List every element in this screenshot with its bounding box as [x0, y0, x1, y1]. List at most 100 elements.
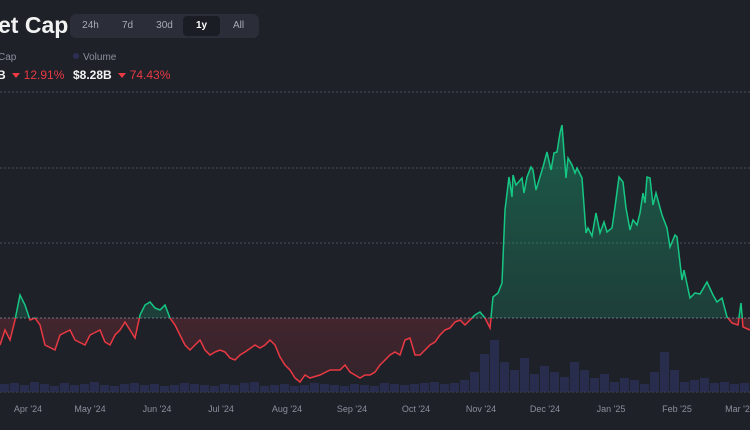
volume-bar — [240, 383, 249, 392]
volume-bar — [310, 383, 319, 392]
volume-bar — [470, 372, 479, 392]
volume-value: $8.28B 74.43% — [73, 68, 170, 82]
volume-bar — [650, 372, 659, 392]
tab-24h[interactable]: 24h — [82, 20, 99, 31]
volume-bar — [250, 382, 259, 392]
volume-bar — [40, 384, 49, 392]
volume-bar — [140, 385, 149, 392]
x-tick-label: Jan '25 — [597, 404, 626, 414]
volume-bar — [640, 384, 649, 392]
volume-bar — [110, 386, 119, 392]
volume-bar — [540, 366, 549, 392]
volume-bar — [360, 385, 369, 392]
volume-bar — [500, 362, 509, 392]
area-above-baseline — [0, 125, 750, 318]
volume-bar — [400, 385, 409, 392]
x-tick-label: Mar '25 — [725, 404, 750, 414]
x-tick-label: Apr '24 — [14, 404, 42, 414]
volume-bar — [570, 362, 579, 392]
x-tick-label: Dec '24 — [530, 404, 560, 414]
volume-bar — [740, 383, 749, 392]
volume-bar — [630, 380, 639, 392]
volume-bar — [530, 374, 539, 392]
volume-bar — [600, 374, 609, 392]
legend-market-cap[interactable]: Cap — [0, 52, 17, 63]
x-tick-label: May '24 — [74, 404, 105, 414]
volume-bar — [710, 383, 719, 392]
volume-bar — [350, 384, 359, 392]
volume-bar — [230, 385, 239, 392]
volume-bar — [50, 386, 59, 392]
volume-bar — [720, 382, 729, 392]
x-tick-label: Feb '25 — [662, 404, 692, 414]
market-cap-change: 12.91% — [12, 68, 65, 82]
page-title: et Cap — [0, 12, 69, 38]
market-cap-value: B 12.91% — [0, 68, 64, 82]
x-tick-label: Jun '24 — [143, 404, 172, 414]
x-tick-label: Oct '24 — [402, 404, 430, 414]
tab-30d[interactable]: 30d — [156, 20, 173, 31]
volume-bar — [670, 370, 679, 392]
volume-bar — [150, 384, 159, 392]
volume-bar — [320, 384, 329, 392]
tab-1y[interactable]: 1y — [183, 16, 220, 36]
volume-bar — [100, 385, 109, 392]
volume-amount: $8.28B — [73, 68, 112, 82]
volume-bar — [440, 384, 449, 392]
volume-bar — [550, 372, 559, 392]
x-tick-label: Sep '24 — [337, 404, 367, 414]
volume-bar — [680, 382, 689, 392]
volume-bar — [610, 382, 619, 392]
market-cap-amount: B — [0, 68, 6, 82]
x-tick-label: Aug '24 — [272, 404, 302, 414]
volume-bar — [20, 385, 29, 392]
volume-bar — [120, 384, 129, 392]
volume-bar — [390, 384, 399, 392]
volume-bar — [420, 383, 429, 392]
volume-bar — [370, 386, 379, 392]
volume-bar — [330, 385, 339, 392]
volume-bar — [380, 383, 389, 392]
volume-bar — [160, 386, 169, 392]
volume-bar — [10, 383, 19, 392]
volume-bar — [0, 384, 9, 392]
x-tick-label: Nov '24 — [466, 404, 496, 414]
tab-all[interactable]: All — [232, 20, 245, 31]
volume-bar — [280, 384, 289, 392]
volume-bar — [430, 382, 439, 392]
volume-bar — [90, 382, 99, 392]
volume-bar — [410, 384, 419, 392]
volume-bar — [690, 380, 699, 392]
volume-bar — [620, 378, 629, 392]
legend-volume[interactable]: Volume — [73, 52, 116, 63]
volume-bar — [590, 378, 599, 392]
volume-bar — [290, 386, 299, 392]
area-below-baseline — [0, 318, 750, 382]
volume-bar — [210, 386, 219, 392]
volume-bar — [560, 377, 569, 392]
volume-bar — [460, 380, 469, 392]
volume-bar — [200, 385, 209, 392]
volume-bar — [60, 383, 69, 392]
legend-volume-label: Volume — [83, 52, 117, 63]
line-above-baseline — [14, 124, 744, 318]
tab-7d[interactable]: 7d — [121, 20, 134, 31]
volume-change: 74.43% — [118, 68, 171, 82]
volume-bar — [520, 358, 529, 392]
volume-bar — [660, 352, 669, 392]
volume-bar — [130, 383, 139, 392]
x-tick-label: Jul '24 — [208, 404, 234, 414]
volume-bar — [180, 383, 189, 392]
volume-bar — [480, 354, 489, 392]
volume-bar — [170, 385, 179, 392]
volume-dot-icon — [73, 53, 79, 59]
volume-bar — [580, 370, 589, 392]
volume-bar — [30, 382, 39, 392]
line-below-baseline — [0, 318, 750, 384]
volume-bar — [700, 378, 709, 392]
volume-bar — [70, 385, 79, 392]
volume-bar — [340, 386, 349, 392]
volume-bar — [80, 384, 89, 392]
volume-bar — [260, 386, 269, 392]
